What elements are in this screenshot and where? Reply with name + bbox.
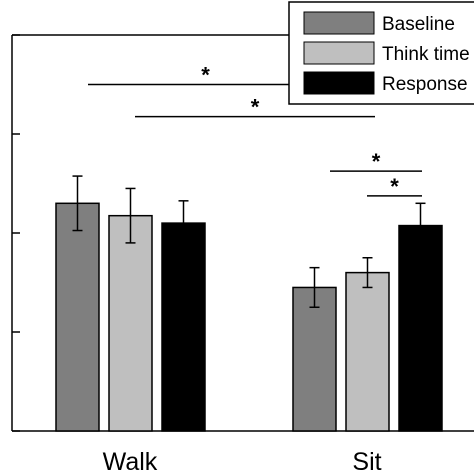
- legend-swatch-baseline: [303, 11, 375, 35]
- bar-walk-baseline: [55, 202, 100, 432]
- significance-markers: * * * *: [88, 63, 422, 199]
- bars: [55, 175, 443, 432]
- category-label-sit: Sit: [352, 448, 381, 474]
- bar-sit-baseline: [292, 286, 337, 432]
- legend-label-response: Response: [382, 74, 468, 95]
- bar-walk-think-time: [108, 214, 153, 432]
- legend-label-think-time: Think time: [382, 44, 470, 65]
- significance-star-1: *: [251, 95, 260, 120]
- legend-swatch-think-time: [303, 41, 375, 65]
- significance-star-2: *: [372, 149, 381, 174]
- bar-sit-think-time: [345, 271, 390, 432]
- legend: Baseline Think time Response: [288, 1, 474, 105]
- category-label-walk: Walk: [103, 448, 158, 474]
- legend-swatch-response: [303, 71, 375, 95]
- significance-star-0: *: [201, 63, 210, 88]
- legend-label-baseline: Baseline: [382, 14, 455, 35]
- bar-walk-response: [161, 222, 206, 432]
- significance-star-3: *: [390, 174, 399, 199]
- y-ticks: [12, 34, 20, 432]
- bar-sit-response: [398, 224, 443, 432]
